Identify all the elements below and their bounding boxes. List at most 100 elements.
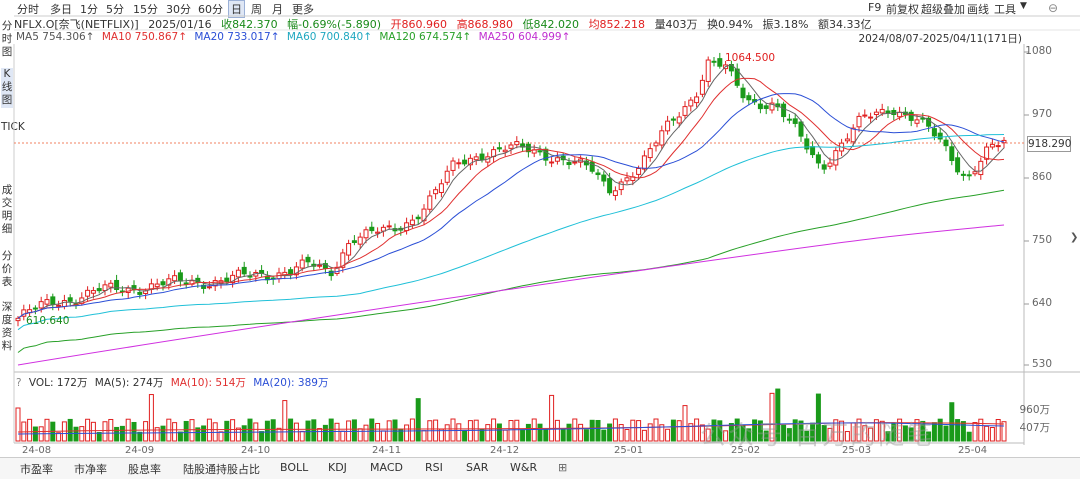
- left-tab-fenshi[interactable]: 分时图: [1, 20, 13, 58]
- candle-body: [357, 236, 363, 245]
- tf-day[interactable]: 日: [228, 0, 245, 18]
- volume-bar: [688, 423, 694, 442]
- f9-button[interactable]: F9: [868, 1, 882, 14]
- scroll-arrow-icon[interactable]: ❯: [1070, 232, 1079, 243]
- tf-30min[interactable]: 30分: [166, 3, 191, 16]
- volume-bar: [259, 431, 265, 442]
- volume-bar: [328, 418, 334, 442]
- candle-body: [647, 148, 653, 159]
- tab-kdj[interactable]: KDJ: [328, 461, 347, 474]
- volume-bar: [949, 402, 955, 442]
- candle-body: [995, 145, 1001, 148]
- candle-body: [763, 105, 769, 109]
- tf-60min[interactable]: 60分: [198, 3, 223, 16]
- tf-more[interactable]: 更多: [292, 3, 314, 16]
- left-tab-depth[interactable]: 深度资料: [1, 301, 13, 352]
- indicator-tabs: 市盈率 市净率 股息率 陆股通持股占比 BOLL KDJ MACD RSI SA…: [0, 457, 1080, 479]
- volume-bar: [856, 418, 862, 442]
- volume-bar: [984, 425, 990, 442]
- candle-body: [850, 127, 856, 143]
- ma-legend: MA5 754.306↑ MA10 750.867↑ MA20 733.017↑…: [16, 31, 574, 43]
- tf-15min[interactable]: 15分: [133, 3, 158, 16]
- volume-bar: [375, 422, 381, 442]
- candle-body: [409, 219, 415, 226]
- tab-northbound[interactable]: 陆股通持股占比: [183, 463, 260, 476]
- vol-ma5: MA(5): 274万: [94, 377, 164, 389]
- candle-body: [537, 150, 543, 153]
- volume-bar: [659, 424, 665, 442]
- toolbar: 分时 多日 1分 5分 15分 30分 60分 日 周 月 更多 F9 前复权 …: [0, 0, 1080, 18]
- left-tab-kline[interactable]: K线图: [1, 68, 13, 108]
- super-overlay-button[interactable]: 超级叠加: [921, 3, 965, 16]
- tab-macd[interactable]: MACD: [370, 461, 403, 474]
- candle-body: [636, 167, 642, 175]
- tf-week[interactable]: 周: [251, 3, 262, 16]
- ma5-line: [17, 64, 1005, 319]
- tf-month[interactable]: 月: [272, 3, 283, 16]
- volume-bar: [595, 419, 601, 442]
- volume-bar: [978, 418, 984, 442]
- left-tab-detail[interactable]: 成交明细: [1, 184, 13, 235]
- help-icon[interactable]: ?: [16, 377, 22, 389]
- candle-body: [757, 103, 763, 110]
- volume-bar: [467, 420, 473, 442]
- tab-boll[interactable]: BOLL: [280, 461, 309, 474]
- candle-body: [50, 296, 56, 306]
- candle-body: [856, 115, 862, 128]
- candle-body: [502, 149, 508, 153]
- volume-bar: [752, 419, 758, 442]
- volume-bar: [160, 425, 166, 442]
- vol-value: VOL: 172万: [28, 377, 88, 389]
- volume-bar: [520, 429, 526, 442]
- volume-bar: [763, 430, 769, 442]
- volume-bar: [380, 430, 386, 442]
- volume-bar: [96, 432, 102, 442]
- candle-body: [670, 118, 676, 121]
- candle-body: [914, 119, 920, 124]
- volume-bar: [322, 424, 328, 442]
- tab-dividend[interactable]: 股息率: [128, 463, 161, 476]
- volume-bar: [1001, 421, 1007, 442]
- date-tick: 25-02: [731, 445, 761, 456]
- vol-ma20-line: [17, 422, 1005, 435]
- left-tab-price-table[interactable]: 分价表: [1, 250, 13, 288]
- tab-sar[interactable]: SAR: [466, 461, 489, 474]
- tf-1min[interactable]: 1分: [80, 3, 98, 16]
- tab-pb[interactable]: 市净率: [74, 463, 107, 476]
- qianfuquan-button[interactable]: 前复权: [886, 3, 919, 16]
- draw-line-button[interactable]: 画线: [967, 3, 989, 16]
- tab-pe[interactable]: 市盈率: [20, 463, 53, 476]
- volume-bar: [624, 429, 630, 442]
- candle-body: [346, 243, 352, 256]
- candle-body: [601, 174, 607, 182]
- tf-fenshi[interactable]: 分时: [17, 3, 39, 16]
- candle-body: [711, 60, 717, 63]
- tf-duori[interactable]: 多日: [50, 3, 72, 16]
- tab-wr[interactable]: W&R: [510, 461, 538, 474]
- minimize-icon[interactable]: ⊖: [1048, 1, 1059, 15]
- ma250-label: MA250 604.999↑: [478, 31, 571, 43]
- tools-button[interactable]: 工具: [994, 3, 1016, 16]
- candle-body: [293, 266, 299, 276]
- add-indicator-icon[interactable]: ⊞: [558, 461, 568, 474]
- tab-rsi[interactable]: RSI: [425, 461, 443, 474]
- volume-bar: [566, 423, 572, 442]
- volume-bar: [728, 423, 734, 442]
- candle-body: [166, 278, 172, 286]
- volume-bar: [235, 427, 241, 442]
- candle-body: [792, 118, 798, 124]
- tf-5min[interactable]: 5分: [106, 3, 124, 16]
- candle-body: [462, 159, 468, 165]
- volume-bar: [305, 420, 311, 442]
- candle-body: [920, 117, 926, 120]
- candle-body: [949, 146, 955, 161]
- candle-body: [734, 68, 740, 86]
- volume-bar: [288, 418, 294, 442]
- candle-body: [224, 277, 230, 283]
- candle-body: [618, 181, 624, 191]
- tools-dropdown-icon[interactable]: ▼: [1020, 1, 1027, 11]
- candle-body: [665, 120, 671, 132]
- volume-bar: [444, 424, 450, 442]
- volume-bar: [311, 419, 317, 442]
